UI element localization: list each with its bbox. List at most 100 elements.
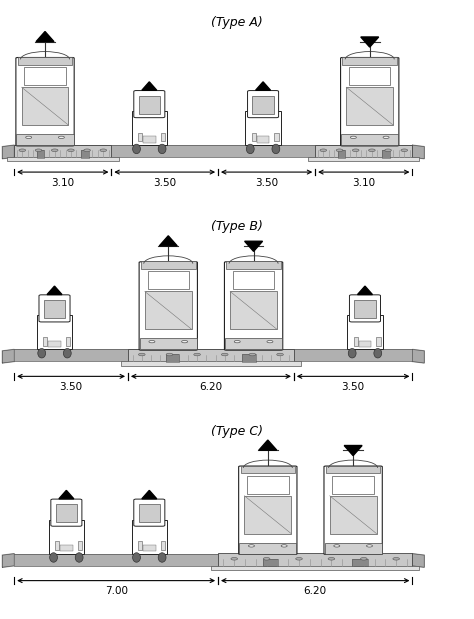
Bar (138, 96, 160, 114)
Ellipse shape (158, 144, 166, 154)
Text: 6.20: 6.20 (200, 382, 222, 392)
Bar (121, 361, 301, 366)
Ellipse shape (133, 144, 140, 154)
Bar (352, 559, 368, 566)
Bar (263, 559, 278, 566)
Bar (349, 67, 391, 85)
Bar (247, 475, 289, 493)
Ellipse shape (272, 144, 280, 154)
Bar (246, 111, 281, 145)
Bar (138, 504, 160, 522)
Circle shape (296, 558, 302, 560)
Bar (211, 566, 419, 570)
Polygon shape (36, 32, 54, 41)
Circle shape (320, 149, 327, 152)
FancyBboxPatch shape (247, 90, 279, 118)
Circle shape (383, 136, 389, 139)
FancyBboxPatch shape (139, 262, 197, 350)
Circle shape (334, 545, 340, 547)
Circle shape (182, 340, 188, 343)
Circle shape (369, 149, 375, 152)
Polygon shape (245, 241, 263, 251)
Bar (143, 136, 155, 142)
Polygon shape (412, 145, 424, 158)
Bar (132, 111, 167, 145)
FancyBboxPatch shape (39, 295, 70, 322)
Circle shape (100, 149, 107, 152)
Bar (18, 57, 72, 65)
Bar (382, 150, 390, 158)
Bar (308, 157, 419, 162)
Circle shape (138, 353, 145, 356)
Bar (44, 300, 65, 318)
Ellipse shape (246, 144, 254, 154)
Circle shape (366, 545, 373, 547)
FancyBboxPatch shape (225, 262, 283, 350)
Bar (166, 355, 180, 362)
FancyBboxPatch shape (16, 58, 74, 146)
Circle shape (350, 136, 356, 139)
Bar (242, 355, 256, 362)
Bar (341, 134, 398, 145)
Bar (161, 541, 165, 550)
Bar (43, 337, 47, 345)
Text: 3.50: 3.50 (153, 178, 176, 188)
Circle shape (84, 149, 91, 152)
Bar (240, 465, 295, 474)
Polygon shape (159, 236, 177, 246)
Bar (81, 150, 89, 158)
Bar (7, 157, 118, 162)
Bar (36, 150, 45, 158)
FancyBboxPatch shape (134, 90, 165, 118)
Bar (233, 271, 274, 289)
Circle shape (194, 353, 201, 356)
Ellipse shape (374, 348, 382, 358)
Ellipse shape (38, 348, 46, 358)
Circle shape (328, 558, 335, 560)
Bar (14, 349, 412, 361)
Ellipse shape (64, 348, 71, 358)
Polygon shape (259, 440, 277, 450)
Bar (315, 145, 412, 158)
Bar (36, 150, 45, 158)
Bar (161, 132, 165, 141)
Text: 3.50: 3.50 (255, 178, 278, 188)
Bar (55, 541, 59, 550)
Text: 3.10: 3.10 (51, 178, 74, 188)
Bar (22, 87, 68, 125)
Bar (358, 340, 372, 347)
Bar (24, 67, 66, 85)
FancyBboxPatch shape (349, 295, 381, 322)
Bar (337, 150, 346, 158)
Bar (330, 496, 376, 534)
Polygon shape (357, 286, 373, 295)
Bar (140, 338, 197, 349)
Bar (347, 315, 383, 349)
Text: 6.20: 6.20 (304, 586, 327, 596)
Bar (147, 271, 189, 289)
Circle shape (149, 340, 155, 343)
Circle shape (26, 136, 32, 139)
Bar (138, 132, 142, 141)
Bar (252, 132, 256, 141)
Text: (Type A): (Type A) (211, 16, 263, 29)
Bar (342, 57, 397, 65)
Bar (17, 134, 73, 145)
Bar (66, 337, 70, 345)
Bar (263, 559, 278, 566)
Bar (252, 96, 274, 114)
Text: 3.50: 3.50 (60, 382, 82, 392)
Bar (56, 504, 77, 522)
Bar (376, 337, 381, 345)
Bar (242, 355, 256, 362)
Circle shape (58, 136, 64, 139)
Polygon shape (2, 553, 14, 567)
Circle shape (336, 149, 343, 152)
Bar (354, 337, 358, 345)
Bar (48, 519, 84, 553)
Text: 3.50: 3.50 (342, 382, 365, 392)
Bar (138, 541, 142, 550)
Polygon shape (361, 37, 379, 47)
Bar (37, 315, 72, 349)
Bar (352, 559, 368, 566)
